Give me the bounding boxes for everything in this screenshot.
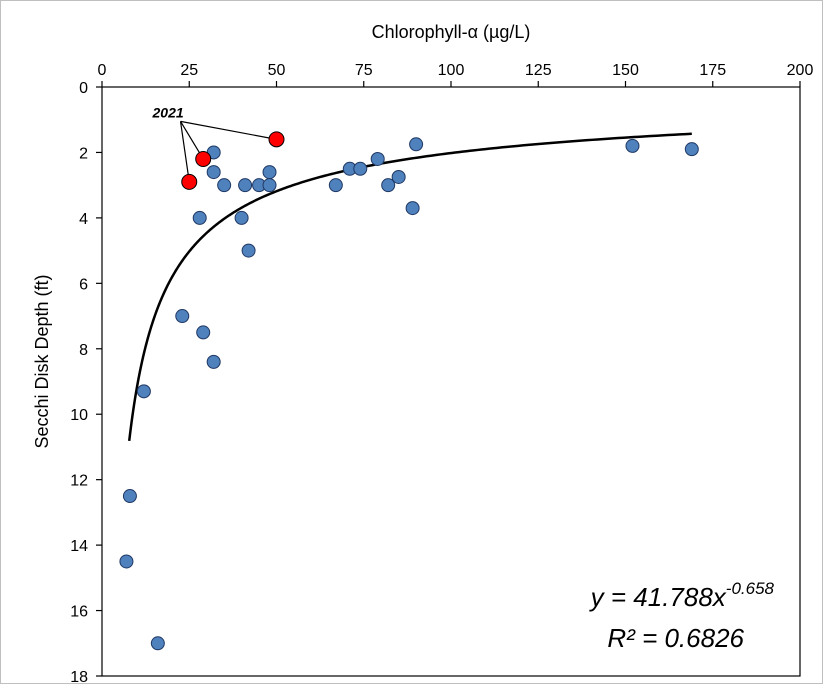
data-point [217, 178, 232, 193]
data-point [150, 636, 165, 651]
equation-exponent: -0.658 [726, 579, 775, 598]
data-point [684, 142, 699, 157]
data-point [196, 325, 211, 340]
data-point [625, 138, 640, 153]
labels-group: Chlorophyll-α (µg/L) Secchi Disk Depth (… [32, 22, 775, 653]
x-tick-label: 125 [525, 62, 552, 79]
points-group [119, 131, 699, 651]
y-tick-label: 18 [70, 669, 88, 684]
annotation-year-label: 2021 [152, 104, 184, 120]
equation-base: y = 41.788x [589, 582, 727, 612]
y-tick-label: 0 [79, 80, 88, 97]
trendline-group [127, 132, 692, 442]
x-tick-label: 175 [699, 62, 726, 79]
x-tick-label: 100 [438, 62, 465, 79]
data-point [238, 178, 253, 193]
data-point [119, 554, 134, 569]
data-point [405, 201, 420, 216]
y-tick-label: 12 [70, 473, 88, 490]
x-tick-label: 75 [355, 62, 373, 79]
data-point [122, 489, 137, 504]
x-axis-title: Chlorophyll-α (µg/L) [372, 22, 531, 42]
data-point [262, 165, 277, 180]
data-point [391, 169, 406, 184]
x-tick-label: 25 [180, 62, 198, 79]
data-point-2021 [181, 173, 198, 190]
annotation-lines [179, 120, 277, 182]
annotation-leader-line [180, 120, 277, 140]
power-trendline [127, 132, 692, 442]
data-point [409, 137, 424, 152]
y-tick-label: 16 [70, 604, 88, 621]
x-tick-label: 150 [612, 62, 639, 79]
y-tick-label: 6 [79, 276, 88, 293]
data-point [136, 384, 151, 399]
data-point [328, 178, 343, 193]
axes: 0 25 50 75 100 125 150 175 200 0 2 4 6 8 10 12 14 16 18 [70, 62, 813, 684]
x-tick-label: 50 [268, 62, 286, 79]
y-tick-label: 8 [79, 342, 88, 359]
y-tick-label: 10 [70, 407, 88, 424]
y-tick-label: 4 [79, 211, 88, 228]
data-point [381, 178, 396, 193]
data-point [234, 210, 249, 225]
data-point-2021 [268, 131, 285, 148]
data-point [206, 354, 221, 369]
data-point [175, 309, 190, 324]
data-point-2021 [195, 150, 212, 167]
x-tick-label: 0 [98, 62, 107, 79]
data-point [262, 178, 277, 193]
data-point [192, 210, 207, 225]
data-point [206, 165, 221, 180]
data-point [370, 151, 385, 166]
x-tick-label: 200 [787, 62, 814, 79]
y-axis-title: Secchi Disk Depth (ft) [32, 274, 52, 448]
trendline-r-squared: R² = 0.6826 [607, 623, 744, 653]
y-tick-label: 14 [70, 538, 88, 555]
annotation-leader-line [179, 121, 190, 182]
data-point [353, 161, 368, 176]
data-point [241, 243, 256, 258]
trendline-equation: y = 41.788x-0.658 [589, 579, 775, 612]
y-tick-label: 2 [79, 145, 88, 162]
